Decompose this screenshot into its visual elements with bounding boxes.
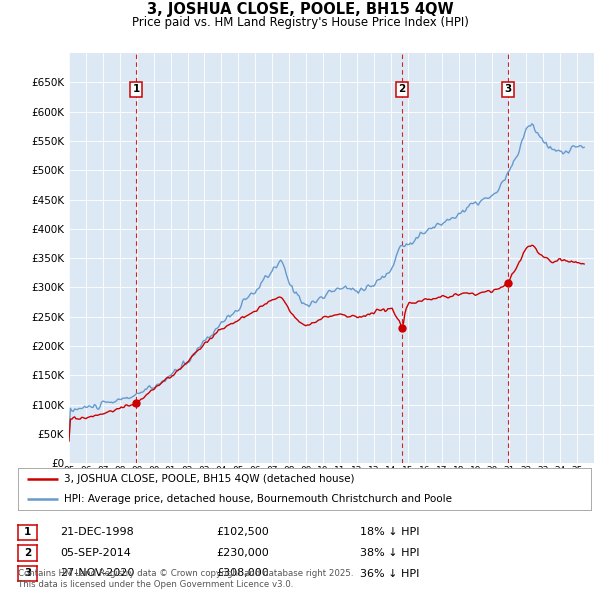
Text: Price paid vs. HM Land Registry's House Price Index (HPI): Price paid vs. HM Land Registry's House … [131,16,469,29]
Text: HPI: Average price, detached house, Bournemouth Christchurch and Poole: HPI: Average price, detached house, Bour… [64,494,452,504]
Text: 1: 1 [133,84,140,94]
Text: 2: 2 [398,84,406,94]
Text: 05-SEP-2014: 05-SEP-2014 [60,548,131,558]
Text: 2: 2 [24,548,31,558]
Text: £102,500: £102,500 [216,527,269,537]
Text: 27-NOV-2020: 27-NOV-2020 [60,569,134,578]
Text: 36% ↓ HPI: 36% ↓ HPI [360,569,419,578]
Text: 3, JOSHUA CLOSE, POOLE, BH15 4QW: 3, JOSHUA CLOSE, POOLE, BH15 4QW [146,2,454,17]
Text: 18% ↓ HPI: 18% ↓ HPI [360,527,419,537]
Text: Contains HM Land Registry data © Crown copyright and database right 2025.
This d: Contains HM Land Registry data © Crown c… [18,569,353,589]
Text: 21-DEC-1998: 21-DEC-1998 [60,527,134,537]
Text: 3: 3 [505,84,512,94]
Text: 38% ↓ HPI: 38% ↓ HPI [360,548,419,558]
Text: 1: 1 [24,527,31,537]
Text: £230,000: £230,000 [216,548,269,558]
Text: 3, JOSHUA CLOSE, POOLE, BH15 4QW (detached house): 3, JOSHUA CLOSE, POOLE, BH15 4QW (detach… [64,474,355,484]
Text: 3: 3 [24,569,31,578]
Text: £308,000: £308,000 [216,569,269,578]
